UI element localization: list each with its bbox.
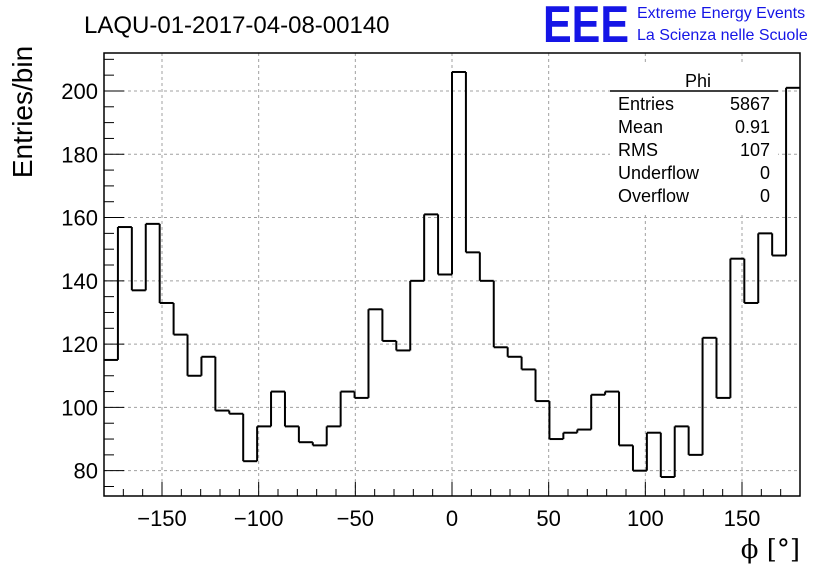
y-tick-label: 200 — [61, 79, 98, 104]
eee-logo-text: EEE — [543, 0, 629, 54]
x-tick-label: −150 — [137, 506, 187, 531]
stats-row-value: 5867 — [730, 94, 770, 114]
histogram-bars — [104, 70, 800, 479]
logo: EEE Extreme Energy Events La Scienza nel… — [543, 0, 808, 54]
plot-frame — [103, 52, 801, 497]
stats-row-value: 0.91 — [735, 117, 770, 137]
stats-row-value: 0 — [760, 186, 770, 206]
x-tick-label: 0 — [446, 506, 458, 531]
x-tick-label: 100 — [627, 506, 664, 531]
chart-title: LAQU-01-2017-04-08-00140 — [84, 12, 390, 39]
stats-row-value: 0 — [760, 163, 770, 183]
x-tick-label: 150 — [724, 506, 761, 531]
y-tick-label: 120 — [61, 332, 98, 357]
axis-ticks: −150 −100 −50 0 50 100 150 80 100 120 140 160 180 200 — [61, 58, 801, 531]
stats-row-label: Underflow — [618, 163, 700, 183]
stats-row-label: RMS — [618, 140, 658, 160]
stats-row-label: Entries — [618, 94, 674, 114]
x-axis-label: ϕ [°] — [741, 535, 800, 565]
y-tick-label: 180 — [61, 142, 98, 167]
y-tick-label: 100 — [61, 395, 98, 420]
stats-box-background — [610, 62, 778, 212]
y-tick-label: 140 — [61, 269, 98, 294]
stats-box: Phi Entries 5867 Mean 0.91 RMS 107 Underflow 0 Ov… — [610, 62, 778, 212]
y-axis-label: Entries/bin — [7, 46, 38, 178]
x-tick-label: 50 — [536, 506, 560, 531]
stats-box-name: Phi — [685, 71, 711, 91]
x-tick-label: −100 — [234, 506, 284, 531]
stats-row-value: 107 — [740, 140, 770, 160]
logo-line-2: La Scienza nelle Scuole — [637, 27, 808, 44]
y-tick-label: 160 — [61, 206, 98, 231]
stats-row-label: Mean — [618, 117, 663, 137]
stats-row-label: Overflow — [618, 186, 690, 206]
y-tick-label: 80 — [74, 459, 98, 484]
x-tick-label: −50 — [337, 506, 374, 531]
logo-line-1: Extreme Energy Events — [637, 5, 805, 22]
